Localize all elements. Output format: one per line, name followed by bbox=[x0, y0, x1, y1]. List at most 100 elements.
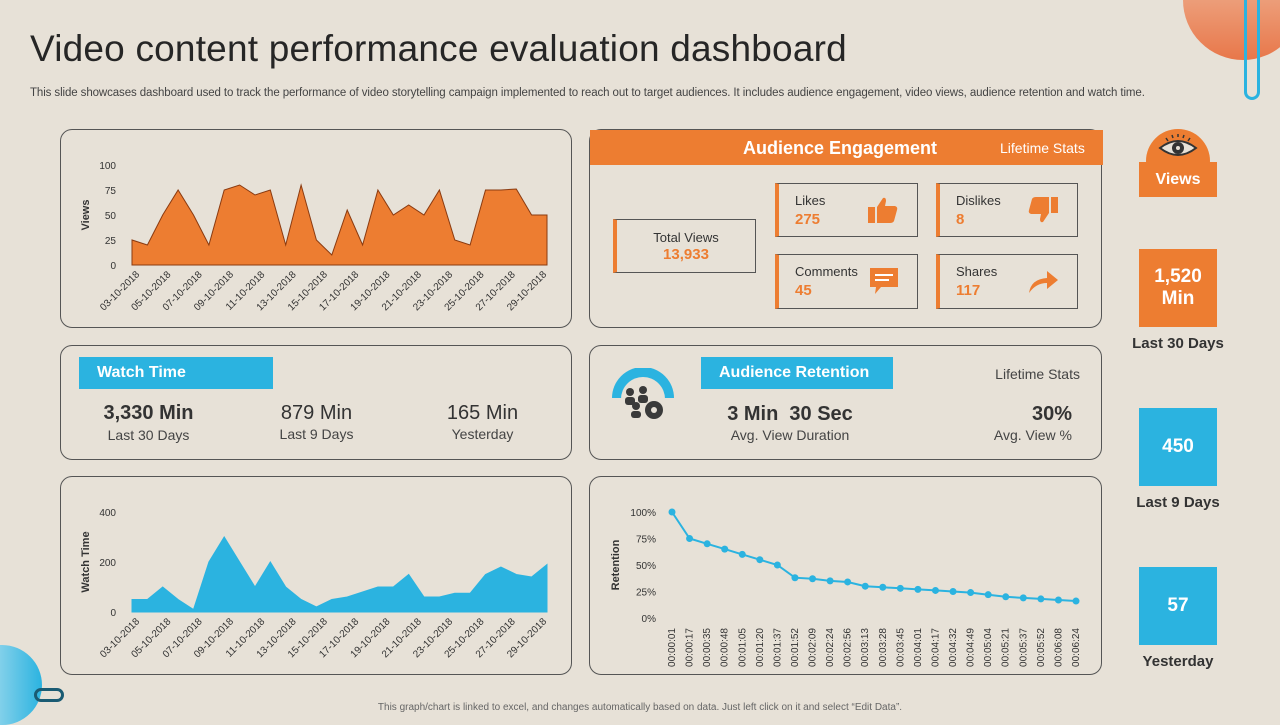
page-title: Video content performance evaluation das… bbox=[30, 28, 847, 70]
y-tick-label: 50% bbox=[636, 561, 656, 572]
x-tick-label: 00:02:09 bbox=[808, 628, 819, 667]
comments-label: Comments bbox=[795, 264, 858, 279]
thumbs-down-icon bbox=[1027, 196, 1059, 229]
page-subtitle: This slide showcases dashboard used to t… bbox=[30, 87, 1145, 99]
comment-icon bbox=[869, 267, 899, 300]
likes-value: 275 bbox=[795, 211, 820, 228]
watch-time-area-chart: 020040003-10-201805-10-201807-10-201809-… bbox=[61, 477, 573, 676]
x-tick-label: 00:04:01 bbox=[913, 628, 924, 667]
retention-data-point bbox=[967, 589, 974, 596]
decorative-clip-bottom bbox=[34, 688, 64, 702]
watch-time-yesterday-value: 165 Min bbox=[415, 402, 550, 425]
thumbs-up-icon bbox=[867, 196, 899, 229]
x-tick-label: 00:01:20 bbox=[755, 628, 766, 667]
y-tick-label: 0% bbox=[642, 614, 657, 625]
decorative-circle-top bbox=[1183, 0, 1280, 60]
retention-data-point bbox=[932, 587, 939, 594]
area-series bbox=[132, 185, 547, 265]
avg-view-duration-label: Avg. View Duration bbox=[690, 427, 890, 443]
yesterday-label: Yesterday bbox=[1118, 653, 1238, 670]
avg-view-duration-value: 3 Min 30 Sec bbox=[690, 403, 890, 426]
share-icon bbox=[1027, 267, 1059, 300]
retention-data-point bbox=[721, 546, 728, 553]
views-area-chart: 025507510003-10-201805-10-201807-10-2018… bbox=[61, 130, 573, 329]
minutes-30-days-value: 1,520 bbox=[1139, 266, 1217, 288]
watch-time-9-days-value: 879 Min bbox=[249, 402, 384, 425]
retention-data-point bbox=[1020, 594, 1027, 601]
x-tick-label: 00:03:28 bbox=[878, 628, 889, 667]
retention-series-line bbox=[672, 512, 1076, 601]
watch-time-tag: Watch Time bbox=[79, 357, 273, 389]
total-views-label: Total Views bbox=[617, 230, 755, 245]
nine-days-value: 450 bbox=[1139, 408, 1217, 486]
x-tick-label: 00:05:37 bbox=[1018, 628, 1029, 667]
x-tick-label: 00:05:04 bbox=[983, 628, 994, 667]
eye-icon bbox=[1158, 132, 1198, 165]
avg-view-percent-label: Avg. View % bbox=[970, 427, 1072, 443]
y-tick-label: 200 bbox=[99, 558, 116, 569]
retention-data-point bbox=[686, 535, 693, 542]
yesterday-value: 57 bbox=[1139, 567, 1217, 645]
retention-data-point bbox=[1055, 596, 1062, 603]
engagement-title: Audience Engagement bbox=[743, 138, 937, 159]
total-views-value: 13,933 bbox=[617, 246, 755, 263]
dislikes-value: 8 bbox=[956, 211, 964, 228]
avg-view-percent-value: 30% bbox=[970, 403, 1072, 426]
retention-data-point bbox=[809, 575, 816, 582]
retention-data-point bbox=[985, 591, 992, 598]
x-tick-label: 00:06:08 bbox=[1053, 628, 1064, 667]
retention-data-point bbox=[774, 562, 781, 569]
area-series bbox=[132, 537, 547, 612]
x-tick-label: 00:04:49 bbox=[966, 628, 977, 667]
retention-data-point bbox=[844, 578, 851, 585]
x-tick-label: 00:06:24 bbox=[1071, 628, 1082, 667]
x-tick-label: 00:05:52 bbox=[1036, 628, 1047, 667]
minutes-30-days-unit: Min bbox=[1139, 288, 1217, 310]
x-tick-label: 00:02:24 bbox=[825, 628, 836, 667]
retention-data-point bbox=[914, 586, 921, 593]
audience-retention-tag: Audience Retention bbox=[701, 357, 893, 389]
y-tick-label: 25 bbox=[105, 236, 117, 247]
retention-lifetime-label: Lifetime Stats bbox=[970, 366, 1080, 382]
x-tick-label: 00:00:35 bbox=[702, 628, 713, 667]
minutes-30-days-label: Last 30 Days bbox=[1118, 335, 1238, 352]
y-tick-label: 25% bbox=[636, 588, 656, 599]
retention-data-point bbox=[704, 540, 711, 547]
y-axis-label: Views bbox=[80, 200, 92, 231]
total-views-box: Total Views 13,933 bbox=[613, 219, 756, 273]
audience-engagement-panel: Audience Engagement Lifetime Stats Total… bbox=[589, 129, 1102, 328]
y-tick-label: 50 bbox=[105, 211, 117, 222]
retention-data-point bbox=[1002, 593, 1009, 600]
engagement-header: Audience Engagement Lifetime Stats bbox=[590, 130, 1103, 165]
x-tick-label: 00:02:56 bbox=[843, 628, 854, 667]
watch-time-panel: Watch Time 3,330 Min Last 30 Days 879 Mi… bbox=[60, 345, 572, 460]
retention-data-point bbox=[791, 574, 798, 581]
x-tick-label: 00:03:13 bbox=[860, 628, 871, 667]
decorative-circle-bottom bbox=[0, 645, 42, 725]
comments-value: 45 bbox=[795, 282, 812, 299]
x-tick-label: 00:01:05 bbox=[737, 628, 748, 667]
x-tick-label: 00:00:17 bbox=[685, 628, 696, 667]
nine-days-label: Last 9 Days bbox=[1118, 494, 1238, 511]
retention-data-point bbox=[897, 585, 904, 592]
watch-time-yesterday-label: Yesterday bbox=[415, 426, 550, 442]
shares-value: 117 bbox=[956, 282, 980, 299]
y-tick-label: 100% bbox=[630, 508, 656, 519]
x-tick-label: 00:03:45 bbox=[895, 628, 906, 667]
y-tick-label: 0 bbox=[110, 608, 116, 619]
y-tick-label: 75 bbox=[105, 186, 117, 197]
footer-note: This graph/chart is linked to excel, and… bbox=[0, 702, 1280, 713]
x-tick-label: 00:01:52 bbox=[790, 628, 801, 667]
watch-time-30-days-value: 3,330 Min bbox=[81, 402, 216, 425]
retention-data-point bbox=[827, 577, 834, 584]
y-tick-label: 100 bbox=[99, 161, 116, 172]
dislikes-label: Dislikes bbox=[956, 193, 1001, 208]
retention-data-point bbox=[739, 551, 746, 558]
audience-group-icon bbox=[610, 368, 676, 431]
watch-time-9-days-label: Last 9 Days bbox=[249, 426, 384, 442]
retention-data-point bbox=[669, 509, 676, 516]
